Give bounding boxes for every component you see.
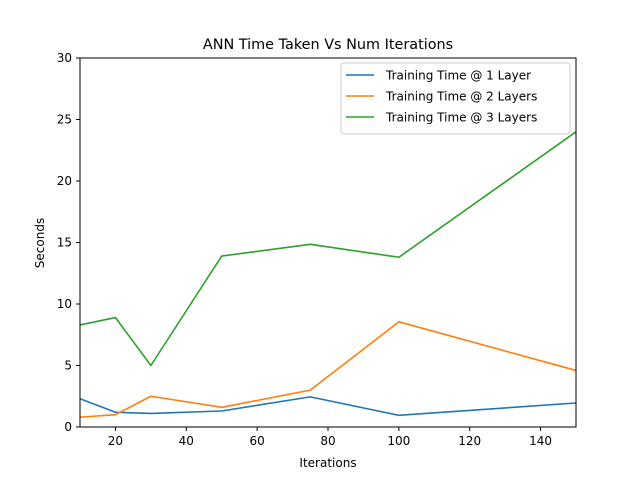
y-tick-label: 20 bbox=[57, 174, 72, 188]
x-tick-label: 100 bbox=[387, 434, 410, 448]
y-tick-label: 0 bbox=[64, 420, 72, 434]
y-tick-label: 15 bbox=[57, 236, 72, 250]
legend-label: Training Time @ 1 Layer bbox=[385, 69, 531, 83]
y-tick-label: 25 bbox=[57, 113, 72, 127]
x-tick-label: 60 bbox=[250, 434, 265, 448]
x-tick-label: 140 bbox=[529, 434, 552, 448]
x-tick-label: 20 bbox=[108, 434, 123, 448]
legend-box bbox=[340, 62, 571, 135]
series-line-2 bbox=[79, 321, 577, 418]
x-tick-label: 120 bbox=[458, 434, 481, 448]
y-axis-title: Seconds bbox=[33, 218, 47, 268]
y-tick-label: 30 bbox=[57, 51, 72, 65]
x-axis-ticks: 20 40 60 80 100 120 140 bbox=[108, 427, 552, 448]
legend-label: Training Time @ 2 Layers bbox=[385, 90, 537, 104]
x-tick-label: 80 bbox=[320, 434, 335, 448]
chart-title: ANN Time Taken Vs Num Iterations bbox=[203, 37, 453, 53]
series-line-1 bbox=[79, 396, 577, 417]
x-axis-title: Iterations bbox=[299, 456, 356, 470]
series-line-3 bbox=[79, 131, 577, 367]
legend: Training Time @ 1 Layer Training Time @ 2… bbox=[340, 62, 571, 135]
x-tick-label: 40 bbox=[179, 434, 194, 448]
legend-label: Training Time @ 3 Layers bbox=[385, 111, 537, 125]
series-layer bbox=[79, 131, 577, 418]
y-tick-label: 5 bbox=[64, 359, 72, 373]
y-tick-label: 10 bbox=[57, 297, 72, 311]
y-axis-ticks: 0 5 10 15 20 25 30 bbox=[57, 51, 80, 434]
